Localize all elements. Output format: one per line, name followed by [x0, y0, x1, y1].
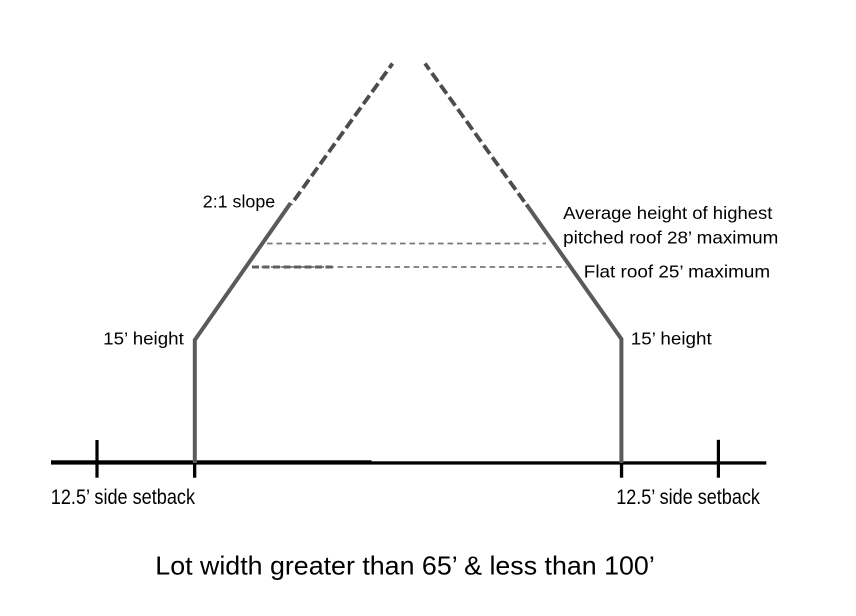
svg-text:15’ height: 15’ height	[103, 329, 184, 349]
svg-text:12.5’ side setback: 12.5’ side setback	[616, 486, 760, 509]
svg-text:15’ height: 15’ height	[631, 329, 712, 349]
svg-text:Flat roof 25’ maximum: Flat roof 25’ maximum	[584, 262, 770, 282]
svg-text:Average height of highest: Average height of highest	[563, 203, 772, 223]
svg-text:Lot width greater than 65’ & l: Lot width greater than 65’ & less than 1…	[155, 550, 655, 580]
svg-text:pitched roof 28’ maximum: pitched roof 28’ maximum	[563, 227, 778, 247]
svg-text:2:1 slope: 2:1 slope	[203, 192, 275, 212]
svg-text:12.5’ side setback: 12.5’ side setback	[51, 486, 196, 509]
